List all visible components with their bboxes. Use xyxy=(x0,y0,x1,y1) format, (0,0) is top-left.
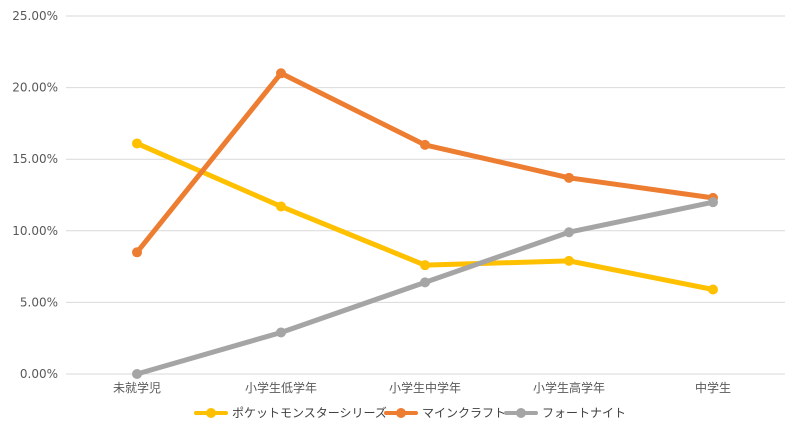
data-point xyxy=(564,172,574,183)
y-tick-label: 0.00% xyxy=(20,367,58,381)
y-axis-tick-labels: 0.00% 5.00% 10.00% 15.00% 20.00% 25.00% xyxy=(12,9,58,381)
y-tick-label: 20.00% xyxy=(12,81,58,95)
y-tick-label: 10.00% xyxy=(12,224,58,238)
x-tick-label: 小学生高学年 xyxy=(533,380,605,395)
series-2 xyxy=(132,197,718,379)
legend-swatch-marker xyxy=(396,408,406,418)
series-lines xyxy=(132,68,718,379)
data-point xyxy=(708,197,718,208)
legend-label: ポケットモンスターシリーズ xyxy=(232,405,387,420)
y-tick-label: 15.00% xyxy=(12,152,58,166)
series-line xyxy=(134,70,716,255)
series-line xyxy=(134,199,716,377)
series-1 xyxy=(132,68,718,258)
x-tick-label: 小学生低学年 xyxy=(245,380,317,395)
data-point xyxy=(564,255,574,266)
x-tick-label: 中学生 xyxy=(695,380,731,395)
data-point xyxy=(132,138,142,149)
data-point xyxy=(276,327,286,338)
x-tick-label: 小学生中学年 xyxy=(389,380,461,395)
data-point xyxy=(420,139,430,150)
legend-label: フォートナイト xyxy=(542,406,626,420)
series-0 xyxy=(132,138,718,295)
legend-label: マインクラフト xyxy=(422,406,506,420)
gridlines xyxy=(66,15,785,375)
data-point xyxy=(420,260,430,271)
data-point xyxy=(132,247,142,258)
legend-item-2: フォートナイト xyxy=(504,406,626,420)
data-point xyxy=(420,277,430,288)
y-tick-label: 5.00% xyxy=(20,295,58,309)
legend-swatch-marker xyxy=(206,408,216,418)
legend-item-1: マインクラフト xyxy=(384,406,506,420)
data-point xyxy=(276,201,286,212)
x-axis-tick-labels: 未就学児 小学生低学年 小学生中学年 小学生高学年 中学生 xyxy=(113,380,731,395)
x-tick-label: 未就学児 xyxy=(113,380,161,395)
data-point xyxy=(132,369,142,379)
legend-item-0: ポケットモンスターシリーズ xyxy=(194,405,387,420)
y-tick-label: 25.00% xyxy=(12,9,58,23)
data-point xyxy=(276,68,286,79)
legend-swatch-marker xyxy=(516,408,526,418)
data-point xyxy=(564,227,574,238)
data-point xyxy=(708,284,718,295)
legend: ポケットモンスターシリーズ マインクラフト フォートナイト xyxy=(194,405,626,420)
